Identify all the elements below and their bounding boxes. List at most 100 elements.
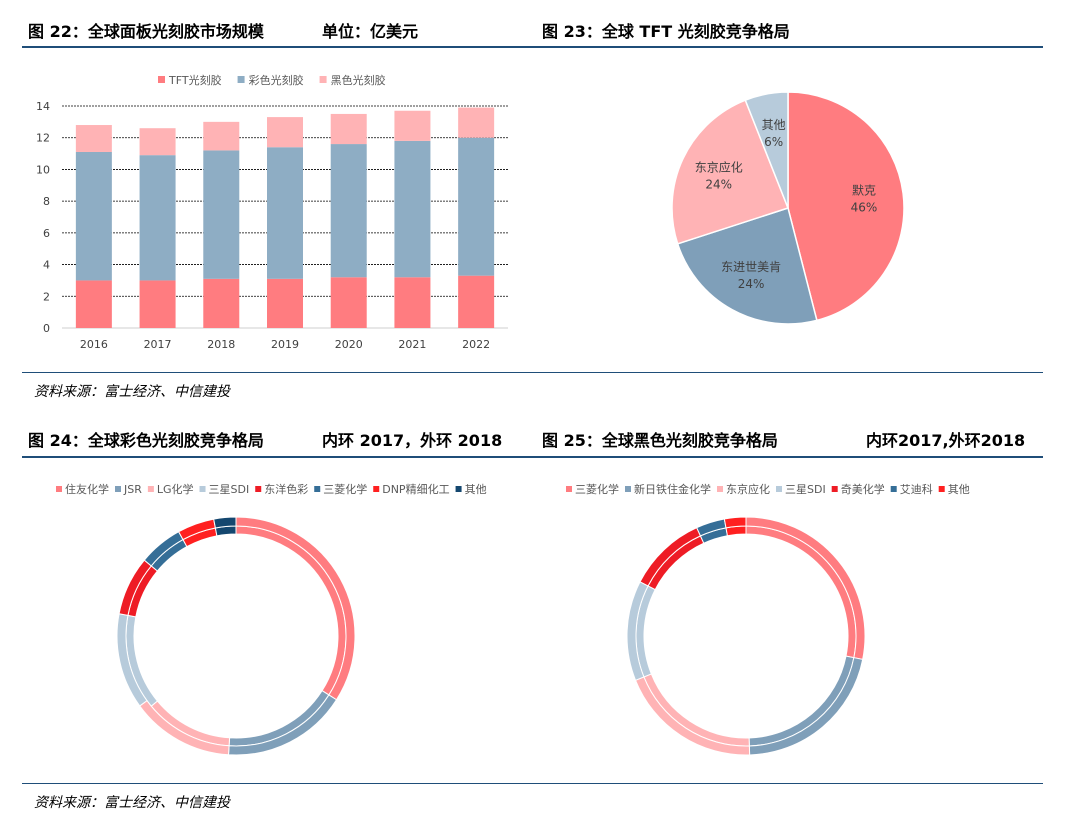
bar-2018-series-2 <box>203 121 240 151</box>
legend-label-2: 东京应化 <box>726 482 770 496</box>
bar-2016-series-1 <box>75 151 112 281</box>
x-tick-label: 2022 <box>462 338 490 351</box>
legend-label-2: LG化学 <box>157 482 194 496</box>
legend-label-6: DNP精细化工 <box>382 482 449 496</box>
figure-25-title: 图 25：全球黑色光刻胶竞争格局 <box>542 431 778 450</box>
pie-slice-3 <box>744 91 789 209</box>
figure-24-title: 图 24：全球彩色光刻胶竞争格局 <box>28 431 264 450</box>
legend-swatch-4 <box>255 486 262 492</box>
legend-swatch-1 <box>237 76 245 83</box>
figure-23-title: 图 23：全球 TFT 光刻胶竞争格局 <box>542 22 790 41</box>
legend-label-0: 三菱化学 <box>575 482 619 496</box>
pie-label: 东京应化 <box>695 159 743 174</box>
bar-2021-series-2 <box>394 110 431 141</box>
x-tick-label: 2016 <box>80 338 108 351</box>
legend-swatch-3 <box>776 486 782 492</box>
pie-slice-1 <box>676 207 818 325</box>
pie-percent: 24% <box>738 277 765 291</box>
figure-22-title: 图 22：全球面板光刻胶市场规模 <box>28 22 264 41</box>
legend-swatch-0 <box>566 486 572 492</box>
bar-2021-series-0 <box>394 277 431 328</box>
bar-2021-series-1 <box>394 140 431 278</box>
source-rule-bottom <box>22 783 1043 784</box>
legend-swatch-0 <box>56 486 62 492</box>
pie-label: 东进世美肯 <box>721 260 781 274</box>
legend-label-5: 三菱化学 <box>323 482 367 496</box>
y-tick-label: 8 <box>43 195 50 208</box>
bar-2020-series-2 <box>330 113 367 145</box>
legend-swatch-5 <box>314 486 321 492</box>
bar-2016-series-2 <box>75 125 112 152</box>
bar-2019-series-0 <box>267 278 303 328</box>
legend-label-4: 东洋色彩 <box>264 482 308 496</box>
x-tick-label: 2018 <box>207 338 235 351</box>
legend-label-1: 彩色光刻胶 <box>249 73 304 87</box>
bar-2022-series-1 <box>458 137 495 276</box>
pie-slice-0 <box>787 91 905 322</box>
y-tick-label: 4 <box>43 259 50 272</box>
legend-label-7: 其他 <box>465 483 487 496</box>
bar-2019-series-1 <box>267 147 303 279</box>
legend-swatch-1 <box>115 486 121 492</box>
legend-label-6: 其他 <box>948 483 970 496</box>
legend-swatch-0 <box>158 76 165 83</box>
inner-ring-segment-0 <box>745 525 857 659</box>
outer-ring-segment-6 <box>723 516 747 529</box>
legend-swatch-2 <box>319 76 327 83</box>
figure-22-bar-chart: 0 2 4 6 8 10 12 14 2016 2017 2018 2019 2020 2021 2022 T… <box>36 73 508 351</box>
x-tick-label: 2019 <box>271 338 299 351</box>
legend-label-2: 黑色光刻胶 <box>331 73 386 87</box>
figure-25-donut-chart: 三菱化学 新日铁住金化学 东京应化 三星SDI 奇美化学 艾迪科 其他 <box>566 482 970 756</box>
figure-22-unit: 单位：亿美元 <box>322 22 419 41</box>
figure-25-note: 内环2017,外环2018 <box>866 431 1026 450</box>
outer-ring-segment-7 <box>213 516 237 529</box>
legend-swatch-4 <box>831 486 838 492</box>
y-tick-label: 14 <box>36 100 50 113</box>
y-tick-label: 2 <box>43 290 50 303</box>
x-tick-label: 2017 <box>144 338 172 351</box>
inner-ring-segment-0 <box>235 525 347 696</box>
legend-swatch-1 <box>625 486 631 492</box>
legend-swatch-3 <box>199 486 206 492</box>
pie-percent: 6% <box>764 135 783 149</box>
header-rule-top <box>22 46 1043 48</box>
bar-2019-series-2 <box>267 117 303 148</box>
pie-label: 默克 <box>852 182 876 197</box>
legend-swatch-2 <box>717 486 723 492</box>
legend-swatch-5 <box>890 486 897 492</box>
legend-swatch-7 <box>455 486 462 492</box>
legend-label-1: JSR <box>123 483 142 496</box>
legend-label-0: TFT光刻胶 <box>168 73 222 87</box>
legend-label-3: 三星SDI <box>785 483 826 496</box>
x-tick-label: 2021 <box>398 338 426 351</box>
legend-swatch-2 <box>147 486 154 492</box>
y-tick-label: 10 <box>36 163 50 176</box>
legend-label-3: 三星SDI <box>209 483 250 496</box>
outer-ring-segment-0 <box>745 516 866 661</box>
bar-2017-series-2 <box>139 128 176 156</box>
source-rule-top <box>22 372 1043 373</box>
legend-label-1: 新日铁住金化学 <box>634 482 711 496</box>
bar-2022-series-2 <box>458 107 495 138</box>
y-tick-label: 12 <box>36 132 50 145</box>
legend-label-4: 奇美化学 <box>841 482 885 496</box>
pie-percent: 46% <box>851 200 878 214</box>
bar-2017-series-1 <box>139 155 176 281</box>
y-tick-label: 6 <box>43 227 50 240</box>
x-tick-label: 2020 <box>335 338 363 351</box>
bar-2016-series-0 <box>75 280 112 328</box>
pie-label: 其他 <box>762 118 786 132</box>
header-rule-bottom <box>22 456 1043 458</box>
figure-23-pie-chart: 默克 46% 东进世美肯 24% 东京应化 24% 其他 6% <box>671 91 905 325</box>
bar-2022-series-0 <box>458 275 495 328</box>
bar-2018-series-0 <box>203 278 240 328</box>
pie-percent: 24% <box>705 177 732 191</box>
bar-2020-series-1 <box>330 144 367 278</box>
legend-swatch-6 <box>373 486 380 492</box>
legend-swatch-6 <box>938 486 945 492</box>
source-bottom: 资料来源：富士经济、中信建投 <box>34 795 230 811</box>
legend-label-0: 住友化学 <box>65 482 109 496</box>
bar-2020-series-0 <box>330 277 367 328</box>
source-top: 资料来源：富士经济、中信建投 <box>34 384 230 400</box>
legend-label-5: 艾迪科 <box>900 482 933 496</box>
